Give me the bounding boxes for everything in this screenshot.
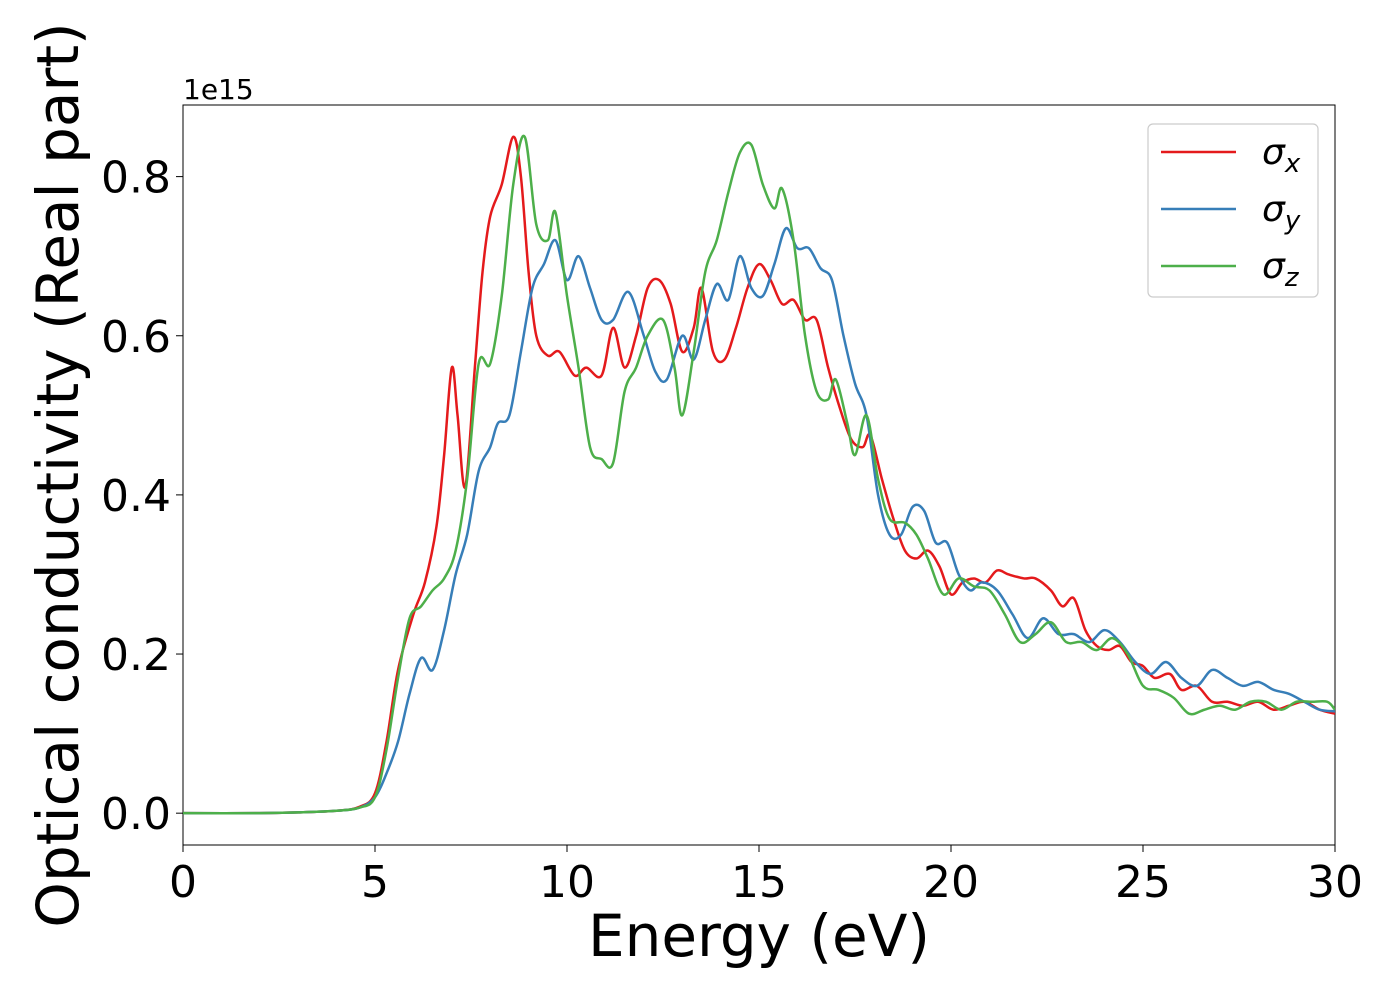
plot-area (182, 104, 1336, 846)
legend-items: σx σy σz (1161, 132, 1301, 293)
series-line-z (183, 134, 1335, 815)
y-tick-label: 0.6 (101, 312, 171, 363)
legend-label-z: σz (1262, 246, 1300, 293)
x-tick-label: 15 (731, 857, 787, 908)
y-tick-label: 0.8 (101, 153, 171, 204)
x-tick-label: 0 (169, 857, 197, 908)
x-axis-title: Energy (eV) (588, 902, 930, 970)
series-lines (183, 134, 1335, 815)
x-tick-label: 5 (361, 857, 389, 908)
plot-frame (182, 104, 1336, 846)
legend-label-y: σy (1262, 189, 1301, 236)
y-axis-title: Optical conductivity (Real part) (24, 22, 92, 927)
x-tick-label: 30 (1307, 857, 1363, 908)
x-tick-label: 25 (1115, 857, 1171, 908)
y-tick-label: 0.4 (101, 471, 171, 522)
legend-label-x: σx (1262, 132, 1301, 179)
y-axis-offset-label: 1e15 (183, 73, 254, 106)
y-tick-label: 0.2 (101, 630, 171, 681)
x-axis-ticks: 0 5 10 15 20 25 30 (169, 845, 1363, 908)
legend-frame (1147, 123, 1319, 298)
x-tick-label: 20 (923, 857, 979, 908)
legend: σx σy σz (1147, 123, 1319, 298)
y-tick-label: 0.0 (101, 789, 171, 840)
x-tick-label: 10 (539, 857, 595, 908)
y-axis-ticks: 0.0 0.2 0.4 0.6 0.8 (101, 153, 183, 840)
